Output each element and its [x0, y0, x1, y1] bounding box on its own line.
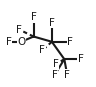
- Text: O: O: [17, 37, 25, 47]
- Text: F: F: [6, 37, 12, 47]
- Text: F: F: [49, 18, 55, 28]
- Text: F: F: [31, 12, 37, 22]
- Text: F: F: [53, 59, 59, 69]
- Text: F: F: [67, 37, 73, 47]
- Text: F: F: [78, 54, 84, 64]
- Text: F: F: [39, 46, 45, 55]
- Text: F: F: [16, 25, 22, 35]
- Text: F: F: [52, 70, 58, 80]
- Text: F: F: [64, 70, 70, 80]
